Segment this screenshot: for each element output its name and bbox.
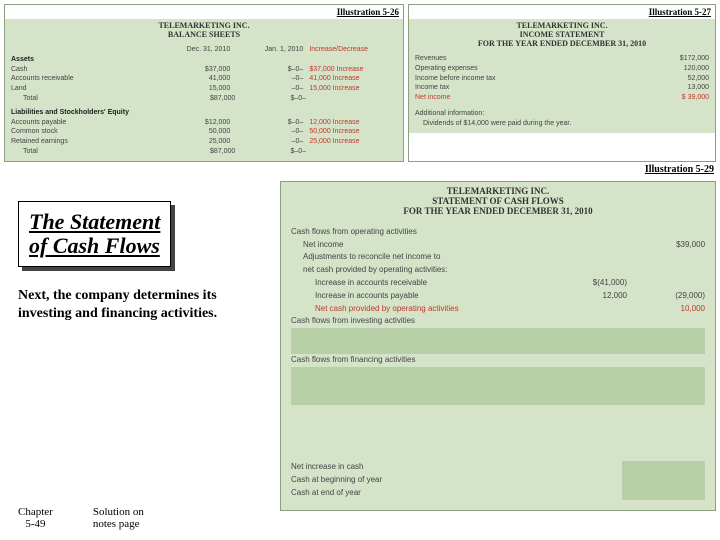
balance-sheet-header: TELEMARKETING INC. BALANCE SHEETS — [5, 19, 403, 41]
solution-label: Solution onnotes page — [93, 506, 144, 530]
footer: Chapter5-49 Solution onnotes page — [18, 506, 144, 530]
description-text: Next, the company determines its investi… — [18, 287, 270, 323]
illustration-label-526: Illustration 5-26 — [5, 5, 403, 19]
chapter-label: Chapter5-49 — [18, 506, 53, 530]
balance-sheet-panel: Illustration 5-26 TELEMARKETING INC. BAL… — [4, 4, 404, 162]
illustration-label-527: Illustration 5-27 — [409, 5, 715, 19]
cashflow-header: TELEMARKETING INC. STATEMENT OF CASH FLO… — [281, 182, 715, 220]
title-box: The Statement of Cash Flows — [18, 201, 171, 267]
income-statement-header: TELEMARKETING INC. INCOME STATEMENT FOR … — [409, 19, 715, 50]
illustration-label-529: Illustration 5-29 — [0, 162, 720, 177]
page-title: The Statement of Cash Flows — [29, 210, 160, 258]
balance-sheet-body: Dec. 31, 2010Jan. 1, 2010Increase/Decrea… — [5, 41, 403, 161]
income-statement-body: Revenues$172,000 Operating expenses120,0… — [409, 50, 715, 133]
cashflow-panel: TELEMARKETING INC. STATEMENT OF CASH FLO… — [280, 181, 716, 511]
income-statement-panel: Illustration 5-27 TELEMARKETING INC. INC… — [408, 4, 716, 162]
cashflow-body: Cash flows from operating activities Net… — [281, 220, 715, 510]
